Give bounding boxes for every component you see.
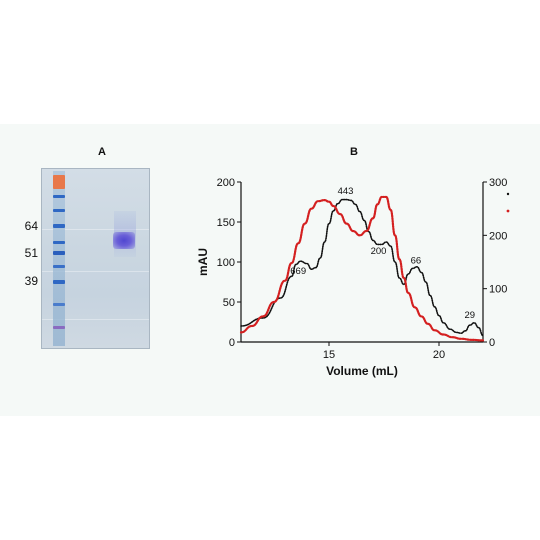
panel-label-a: A bbox=[98, 146, 106, 158]
legend-marker-red bbox=[506, 209, 510, 213]
chart-annotations: 669 443 200 66 29 bbox=[290, 186, 475, 321]
ladder-band-39 bbox=[53, 280, 65, 284]
ladder-lane bbox=[53, 171, 65, 346]
panel-label-b: B bbox=[350, 146, 358, 158]
peak-label: 669 bbox=[290, 266, 306, 277]
y-tick-label-left: 0 bbox=[229, 337, 235, 349]
ladder-band-top bbox=[53, 175, 65, 189]
legend-marker-black bbox=[506, 192, 510, 196]
marker-label-39: 39 bbox=[24, 274, 38, 288]
sds-page-gel bbox=[41, 168, 150, 349]
y-tick-label-left: 100 bbox=[217, 257, 235, 269]
ladder-band-64 bbox=[53, 224, 65, 228]
series-line-red bbox=[239, 195, 485, 342]
peak-label: 29 bbox=[465, 310, 476, 321]
marker-label-51: 51 bbox=[24, 246, 38, 260]
peak-label: 66 bbox=[411, 256, 422, 267]
chart-axes: 0 50 100 150 200 0 100 200 300 15 20 Volume (mL) mAU bbox=[196, 177, 510, 378]
peak-label: 200 bbox=[371, 246, 387, 257]
marker-label-64: 64 bbox=[24, 219, 38, 233]
gel-streak bbox=[42, 229, 149, 230]
y-tick-label-right: 100 bbox=[489, 284, 507, 296]
series-line-black bbox=[240, 198, 484, 337]
gel-streak bbox=[42, 271, 149, 272]
chart-series bbox=[239, 195, 485, 342]
sample-protein-band bbox=[113, 232, 135, 249]
ladder-band bbox=[53, 303, 65, 306]
y-tick-label-left: 200 bbox=[217, 177, 235, 189]
peak-label: 443 bbox=[338, 186, 354, 197]
ladder-band bbox=[53, 195, 65, 198]
x-tick-label: 20 bbox=[433, 349, 445, 361]
y-axis-label: mAU bbox=[196, 248, 210, 276]
ladder-band bbox=[53, 326, 65, 329]
ladder-band-51 bbox=[53, 251, 65, 255]
gel-streak bbox=[42, 319, 149, 320]
x-tick-label: 15 bbox=[323, 349, 335, 361]
x-axis-label: Volume (mL) bbox=[326, 364, 398, 378]
y-tick-label-right: 0 bbox=[489, 337, 495, 349]
y-tick-label-right: 300 bbox=[489, 177, 507, 189]
y-tick-label-left: 50 bbox=[223, 297, 235, 309]
ladder-band bbox=[53, 265, 65, 268]
y-tick-label-left: 150 bbox=[217, 217, 235, 229]
ladder-band bbox=[53, 241, 65, 244]
y-tick-label-right: 200 bbox=[489, 230, 507, 242]
ladder-band bbox=[53, 209, 65, 212]
